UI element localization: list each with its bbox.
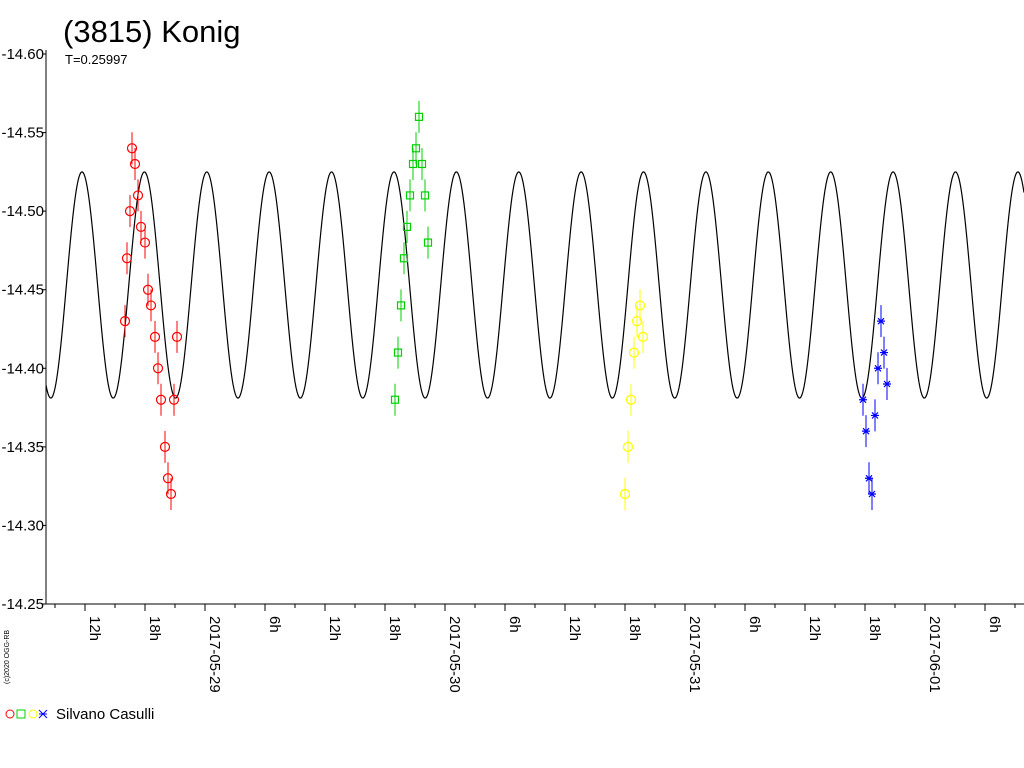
y-tick-label: -14.50 — [1, 203, 44, 220]
data-point — [862, 427, 870, 435]
data-point — [622, 441, 634, 452]
data-point — [423, 238, 433, 247]
y-tick-label: -14.45 — [1, 282, 44, 299]
data-point — [877, 317, 885, 325]
observation-points-layer — [119, 100, 891, 510]
data-point — [152, 363, 164, 374]
x-tick-label: 18h — [866, 616, 883, 641]
data-point — [637, 331, 649, 342]
data-point — [411, 144, 421, 153]
x-tick-label: 6h — [986, 616, 1003, 633]
data-point — [868, 490, 876, 498]
x-tick-label: 6h — [506, 616, 523, 633]
data-point — [420, 191, 430, 200]
data-point — [619, 488, 631, 500]
data-point — [162, 473, 174, 484]
data-point — [634, 300, 646, 311]
data-point — [859, 396, 867, 404]
y-tick-label: -14.55 — [1, 125, 44, 142]
y-tick-label: -14.60 — [1, 46, 44, 63]
data-point — [124, 206, 136, 217]
legend-yellow-circle — [28, 709, 38, 719]
model-curve — [45, 171, 1024, 399]
data-point — [171, 331, 183, 342]
data-point — [396, 301, 406, 310]
x-tick-label: 2017-05-31 — [686, 616, 703, 693]
y-tick-label: -14.40 — [1, 360, 44, 377]
series-3 — [859, 305, 891, 510]
data-point — [405, 191, 415, 200]
data-point — [628, 347, 640, 358]
data-point — [155, 394, 167, 405]
x-tick-label: 12h — [566, 616, 583, 641]
x-tick-label: 18h — [626, 616, 643, 641]
legend-label: Silvano Casulli — [56, 706, 154, 723]
series-2 — [619, 289, 649, 510]
x-tick-label: 12h — [326, 616, 343, 641]
y-tick-label: -14.35 — [1, 439, 44, 456]
data-point — [393, 348, 403, 357]
data-point — [139, 237, 151, 248]
legend-red-circle — [5, 709, 15, 719]
legend-green-square — [16, 709, 26, 719]
data-point — [625, 394, 637, 405]
data-point — [871, 412, 879, 419]
data-point — [402, 222, 412, 231]
x-tick-label: 2017-05-29 — [206, 616, 223, 693]
plot-axes — [45, 50, 1024, 605]
data-point — [132, 190, 144, 201]
x-tick-label: 2017-05-30 — [446, 616, 463, 693]
data-point — [880, 349, 888, 356]
data-point — [165, 488, 177, 500]
x-tick-label: 6h — [746, 616, 763, 633]
data-point — [126, 143, 138, 154]
legend-blue-star — [38, 709, 48, 719]
data-point — [631, 316, 643, 327]
x-tick-label: 6h — [266, 616, 283, 633]
data-point — [145, 300, 157, 311]
y-axis-ticks: -14.60 -14.55 -14.50 -14.45 -14.40 -14.35 -14.… — [1, 46, 46, 613]
legend: Silvano Casulli — [5, 706, 154, 723]
copyright-text: (c)2020 OGG-RB — [4, 630, 11, 684]
x-tick-label: 2017-06-01 — [926, 616, 943, 693]
x-tick-label: 12h — [806, 616, 823, 641]
x-tick-label: 12h — [86, 616, 103, 641]
data-point — [129, 158, 141, 170]
data-point — [142, 284, 154, 295]
x-tick-label: 18h — [386, 616, 403, 641]
chart-subtitle: T=0.25997 — [65, 52, 128, 67]
x-axis-ticks: 12h 18h 2017-05-29 6h 12h 18h 2017-05-30 6h 12h 1… — [54, 604, 1016, 693]
data-point — [883, 380, 891, 388]
data-point — [414, 112, 424, 121]
series-1 — [390, 100, 433, 416]
model-curve-layer — [45, 171, 1024, 399]
data-point — [159, 441, 171, 452]
y-tick-label: -14.25 — [1, 596, 44, 613]
data-point — [119, 316, 131, 327]
data-point — [417, 159, 427, 169]
data-point — [121, 253, 133, 264]
data-point — [390, 395, 400, 404]
data-point — [399, 254, 409, 263]
chart-title: (3815) Konig — [63, 14, 241, 49]
data-point — [168, 394, 180, 405]
data-point — [874, 364, 882, 372]
x-tick-label: 18h — [146, 616, 163, 641]
data-point — [149, 331, 161, 342]
y-tick-label: -14.30 — [1, 517, 44, 534]
series-0 — [119, 132, 183, 510]
